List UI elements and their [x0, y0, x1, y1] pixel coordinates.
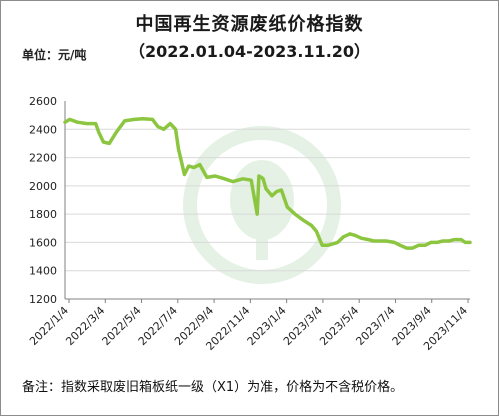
- data-point: [177, 148, 180, 150]
- data-point: [97, 131, 100, 133]
- y-tick-label: 2400: [29, 123, 57, 136]
- y-tick-label: 1600: [29, 236, 57, 249]
- data-point: [417, 244, 420, 247]
- data-point: [199, 163, 201, 166]
- data-point: [469, 241, 471, 244]
- watermark-logo: [183, 126, 341, 284]
- data-point: [193, 166, 195, 169]
- data-point: [367, 238, 370, 241]
- data-point: [399, 244, 402, 247]
- data-point: [123, 120, 126, 122]
- y-tick-label: 1200: [29, 293, 57, 306]
- data-point: [424, 244, 426, 247]
- y-tick-label: 2000: [29, 180, 57, 193]
- data-point: [460, 238, 462, 241]
- data-point: [174, 128, 177, 131]
- data-point: [94, 122, 97, 125]
- data-point: [108, 142, 111, 145]
- data-point: [169, 122, 172, 125]
- data-point: [372, 240, 375, 242]
- chart-subtitle: （2022.01.04-2023.11.20）: [128, 42, 371, 61]
- data-point: [327, 244, 329, 247]
- gridlines: [65, 128, 470, 272]
- data-point: [294, 213, 296, 215]
- data-point: [342, 235, 345, 238]
- data-point: [162, 128, 165, 131]
- series-price-index: [63, 116, 472, 250]
- data-point: [68, 118, 71, 121]
- data-point: [447, 240, 450, 242]
- watermark-trunk: [256, 230, 268, 260]
- data-point: [86, 122, 88, 125]
- axes: [64, 101, 470, 300]
- data-point: [378, 240, 381, 242]
- data-point: [321, 244, 323, 247]
- data-point: [187, 165, 190, 167]
- data-point: [265, 187, 267, 190]
- data-point: [258, 175, 260, 177]
- data-point: [436, 241, 438, 244]
- data-point: [232, 180, 234, 183]
- data-point: [286, 206, 289, 208]
- data-point: [76, 121, 79, 124]
- data-point: [64, 121, 66, 124]
- y-tick-label: 2200: [29, 152, 57, 165]
- data-point: [453, 238, 456, 241]
- data-point: [280, 189, 283, 191]
- data-point: [336, 241, 339, 244]
- data-point: [206, 176, 208, 179]
- data-point: [242, 177, 244, 180]
- data-point: [151, 118, 154, 121]
- data-point: [349, 233, 351, 235]
- data-point: [183, 173, 186, 176]
- data-point: [354, 234, 357, 237]
- data-point: [411, 247, 414, 249]
- data-point: [133, 118, 135, 121]
- data-point: [275, 190, 278, 193]
- unit-label: 单位：元/吨: [22, 48, 87, 62]
- y-tick-label: 1400: [29, 265, 57, 278]
- data-point: [262, 177, 264, 180]
- data-point: [271, 194, 273, 197]
- data-point: [393, 241, 396, 244]
- data-point: [464, 241, 467, 244]
- data-point: [250, 179, 253, 181]
- watermark-ring: [183, 126, 341, 284]
- data-point: [180, 161, 183, 163]
- data-point: [223, 177, 226, 180]
- data-point: [214, 175, 216, 177]
- data-point: [260, 176, 263, 179]
- y-tick-label: 1800: [29, 208, 57, 221]
- data-point: [442, 240, 444, 242]
- data-point: [315, 230, 318, 232]
- footnote: 备注：指数采取废旧箱板纸一级（X1）为准，价格为不含税价格。: [22, 380, 404, 395]
- data-point: [115, 131, 118, 133]
- chart-title: 中国再生资源废纸价格指数: [135, 14, 364, 35]
- data-point: [256, 213, 258, 215]
- x-tick-labels: 2022/1/42022/3/42022/5/42022/7/42022/9/4…: [27, 299, 470, 353]
- y-tick-labels: 2600 2400 2200 2000 1800 1600 1400 1200: [29, 95, 57, 306]
- data-point: [157, 125, 159, 128]
- y-tick-label: 2600: [29, 95, 57, 108]
- data-point: [385, 240, 387, 242]
- data-point: [301, 219, 304, 221]
- data-point: [360, 237, 363, 239]
- data-point: [102, 141, 105, 143]
- data-point: [310, 224, 313, 227]
- data-point: [405, 247, 408, 249]
- data-point: [430, 241, 432, 244]
- data-point: [141, 117, 144, 120]
